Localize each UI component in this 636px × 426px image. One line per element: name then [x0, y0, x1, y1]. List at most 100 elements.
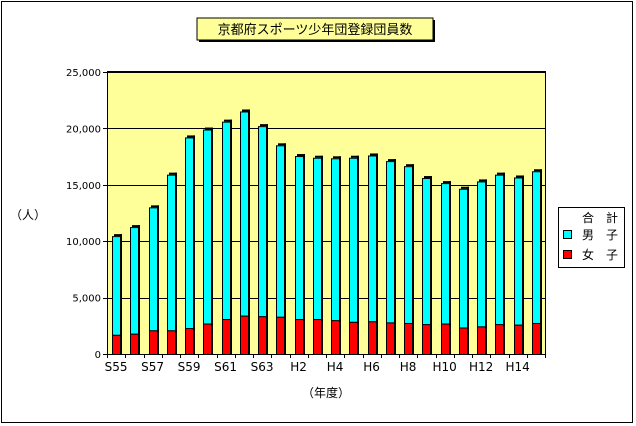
y-tick-label: 10,000 [66, 237, 101, 248]
bar-shadow-top [516, 175, 524, 178]
x-tick-label: H10 [432, 360, 456, 374]
bar-shadow-top [351, 155, 359, 158]
bar-shadow-top [260, 124, 268, 127]
bar-shadow-top [224, 119, 232, 122]
x-tick-label: H4 [327, 360, 344, 374]
x-tick-label: S61 [214, 360, 237, 374]
bar-shadow-top [443, 181, 451, 184]
bar-shadow-top [297, 154, 305, 157]
bar-shadow-top [497, 172, 505, 175]
y-tick-label: 25,000 [66, 68, 101, 79]
legend-label-female: 女 子 [582, 247, 618, 262]
x-axis-title: （年度） [302, 385, 350, 400]
bar-male [130, 227, 139, 335]
bar-female [422, 324, 431, 356]
bar-male [514, 177, 523, 326]
x-tick-label: H8 [400, 360, 417, 374]
legend-swatch-female [563, 250, 572, 259]
legend-label-male: 男 子 [582, 228, 618, 242]
bar-female [441, 323, 450, 356]
bar-male [532, 171, 541, 324]
bar-shadow-top [333, 156, 341, 159]
x-axis-ticks: S55 S57 S59 S61 S63 H2 H4 H6 H8 H10 H12 H14 [105, 354, 546, 374]
y-tick-label: 5,000 [72, 294, 101, 305]
bar-male [203, 129, 212, 325]
x-tick-label: H6 [363, 360, 380, 374]
bar-shadow-top [388, 159, 396, 162]
y-tick-label: 0 [95, 350, 101, 361]
bar-female [514, 324, 523, 355]
bar-female [167, 330, 176, 356]
bar-shadow-top [114, 234, 122, 237]
bar-female [258, 316, 267, 356]
bar-male [276, 145, 285, 318]
bar-shadow-top [205, 127, 213, 130]
bar-male [477, 181, 486, 328]
bar-male [295, 156, 304, 321]
legend-title: 合 計 [582, 210, 618, 225]
bar-male [422, 178, 431, 326]
bar-male [349, 157, 358, 323]
bar-female [240, 315, 249, 356]
bar-male [149, 207, 158, 332]
x-tick-label: S63 [251, 360, 274, 374]
bar-female [185, 328, 194, 355]
x-tick-label: S57 [141, 360, 164, 374]
bar-female [130, 333, 139, 356]
x-tick-label: H2 [290, 360, 307, 374]
bar-male [222, 121, 231, 321]
bar-female [459, 327, 468, 356]
x-tick-label: S59 [178, 360, 201, 374]
bar-female [386, 322, 395, 355]
bar-shadow-top [132, 225, 140, 228]
bar-male [258, 126, 267, 318]
bar-male [495, 174, 504, 326]
bar-female [349, 321, 358, 355]
legend-swatch-male [563, 230, 572, 239]
bar-male [368, 155, 377, 323]
bar-female [477, 326, 486, 356]
bar-shadow-top [187, 135, 195, 138]
bar-male [240, 111, 249, 317]
bar-shadow-top [370, 153, 378, 156]
bar-shadow-top [461, 186, 469, 189]
bar-shadow-top [169, 172, 177, 175]
bar-male [404, 166, 413, 324]
bar-male [185, 137, 194, 330]
legend: 合 計 男 子 女 子 [558, 207, 625, 268]
chart-title-box: 京都府スポーツ少年団登録団員数 [196, 17, 435, 42]
bar-female [222, 319, 231, 356]
y-axis-ticks: 0 5,000 10,000 15,000 20,000 25,000 [66, 68, 107, 361]
y-axis-title: （人） [10, 208, 46, 222]
bar-series-group [112, 109, 542, 356]
x-tick-label: S55 [105, 360, 128, 374]
bar-female [495, 324, 504, 356]
y-tick-label: 15,000 [66, 181, 101, 192]
bar-shadow-top [424, 176, 432, 179]
bar-male [331, 158, 340, 322]
bar-female [203, 323, 212, 356]
bar-female [532, 322, 541, 356]
y-tick-label: 20,000 [66, 124, 101, 135]
x-tick-label: H14 [505, 360, 529, 374]
bar-female [149, 330, 158, 356]
bar-male [441, 183, 450, 325]
bar-shadow-top [242, 109, 250, 112]
bar-female [295, 319, 304, 356]
bar-female [404, 322, 413, 356]
bar-shadow-top [406, 164, 414, 167]
bar-female [313, 319, 322, 356]
chart-title: 京都府スポーツ少年団登録団員数 [218, 23, 413, 38]
bar-male [313, 157, 322, 321]
bar-male [167, 174, 176, 332]
plot-area [107, 71, 546, 355]
bar-female [276, 316, 285, 355]
bar-shadow-top [534, 169, 542, 172]
bar-female [368, 321, 377, 355]
bar-female [112, 334, 121, 356]
bar-female [331, 320, 340, 356]
bar-shadow-top [278, 143, 286, 146]
bar-male [459, 188, 468, 329]
gridlines [107, 72, 545, 299]
